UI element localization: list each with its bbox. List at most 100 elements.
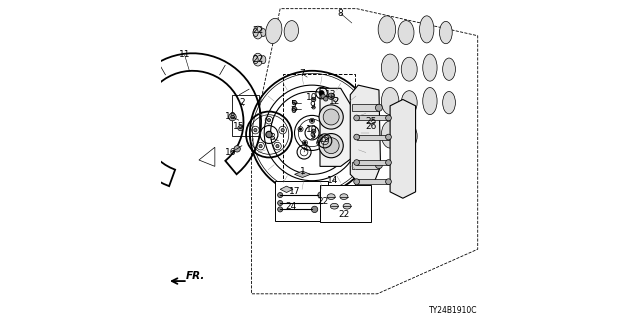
Bar	[320, 186, 371, 222]
Ellipse shape	[260, 56, 266, 64]
Ellipse shape	[420, 16, 434, 43]
Circle shape	[354, 134, 360, 140]
Text: 22: 22	[317, 197, 329, 206]
Ellipse shape	[423, 87, 437, 115]
Circle shape	[292, 107, 297, 111]
Circle shape	[354, 179, 360, 185]
Polygon shape	[320, 88, 355, 166]
Circle shape	[376, 162, 383, 169]
Circle shape	[276, 145, 279, 148]
Circle shape	[323, 138, 339, 154]
Text: 17: 17	[289, 188, 300, 196]
Circle shape	[311, 120, 314, 122]
Text: 4: 4	[303, 144, 308, 153]
Circle shape	[234, 146, 241, 152]
Circle shape	[278, 200, 283, 205]
Text: 22: 22	[252, 27, 264, 36]
Polygon shape	[390, 100, 415, 198]
Ellipse shape	[340, 194, 348, 199]
Text: 9: 9	[309, 132, 315, 140]
Text: 15: 15	[233, 122, 244, 131]
Bar	[275, 181, 328, 220]
Circle shape	[300, 128, 302, 131]
Ellipse shape	[443, 92, 456, 114]
Text: 14: 14	[327, 176, 339, 185]
Circle shape	[323, 109, 339, 125]
Ellipse shape	[381, 54, 399, 81]
Text: 13: 13	[325, 90, 337, 99]
Circle shape	[312, 206, 318, 212]
Circle shape	[354, 160, 360, 165]
Ellipse shape	[343, 203, 351, 209]
Circle shape	[323, 97, 328, 101]
Circle shape	[318, 192, 324, 198]
Circle shape	[266, 131, 272, 138]
Ellipse shape	[401, 57, 417, 81]
Circle shape	[254, 129, 257, 132]
Bar	[356, 134, 388, 140]
Text: 19: 19	[319, 135, 330, 144]
Ellipse shape	[260, 28, 266, 36]
Bar	[352, 162, 379, 169]
Text: 22: 22	[339, 210, 349, 219]
Polygon shape	[294, 171, 310, 178]
Text: 26: 26	[365, 122, 377, 131]
Ellipse shape	[423, 54, 437, 81]
Circle shape	[292, 100, 297, 105]
Circle shape	[312, 134, 316, 138]
Ellipse shape	[253, 28, 258, 36]
Ellipse shape	[401, 91, 417, 115]
Bar	[284, 74, 355, 195]
Bar	[356, 116, 388, 121]
Text: 10: 10	[307, 93, 318, 102]
Circle shape	[238, 125, 243, 131]
Text: 1: 1	[300, 167, 305, 176]
Bar	[232, 95, 259, 136]
Text: 18: 18	[225, 113, 237, 122]
Circle shape	[278, 207, 283, 212]
Circle shape	[312, 106, 316, 109]
Text: 3: 3	[269, 133, 275, 142]
Circle shape	[354, 115, 360, 121]
Circle shape	[318, 141, 321, 144]
Circle shape	[321, 200, 327, 206]
Circle shape	[319, 91, 324, 96]
Ellipse shape	[398, 20, 414, 44]
Ellipse shape	[284, 20, 298, 41]
Ellipse shape	[443, 58, 456, 80]
Polygon shape	[350, 85, 381, 182]
Ellipse shape	[266, 18, 282, 44]
Circle shape	[278, 193, 283, 197]
Text: 10: 10	[307, 125, 318, 134]
Circle shape	[319, 105, 343, 129]
Ellipse shape	[327, 194, 335, 199]
Text: 2: 2	[239, 98, 244, 107]
Ellipse shape	[253, 56, 258, 64]
Circle shape	[268, 119, 271, 122]
Circle shape	[228, 113, 236, 121]
Circle shape	[281, 129, 284, 132]
Text: 6: 6	[290, 106, 296, 115]
Circle shape	[312, 97, 316, 102]
Circle shape	[321, 94, 325, 99]
Ellipse shape	[253, 26, 262, 39]
Polygon shape	[280, 186, 293, 193]
Circle shape	[386, 160, 392, 165]
Circle shape	[312, 129, 316, 133]
Bar	[356, 160, 388, 165]
Circle shape	[319, 133, 343, 158]
Ellipse shape	[381, 87, 399, 115]
Text: 9: 9	[309, 101, 315, 110]
Circle shape	[386, 115, 392, 121]
Text: 12: 12	[329, 97, 340, 106]
Text: 25: 25	[365, 117, 377, 126]
Circle shape	[386, 134, 392, 140]
Text: 22: 22	[252, 55, 264, 64]
Circle shape	[259, 145, 262, 148]
Circle shape	[303, 141, 306, 144]
Circle shape	[376, 104, 383, 111]
Ellipse shape	[378, 16, 396, 43]
Circle shape	[323, 128, 325, 131]
Ellipse shape	[440, 21, 452, 44]
Bar	[356, 179, 388, 184]
